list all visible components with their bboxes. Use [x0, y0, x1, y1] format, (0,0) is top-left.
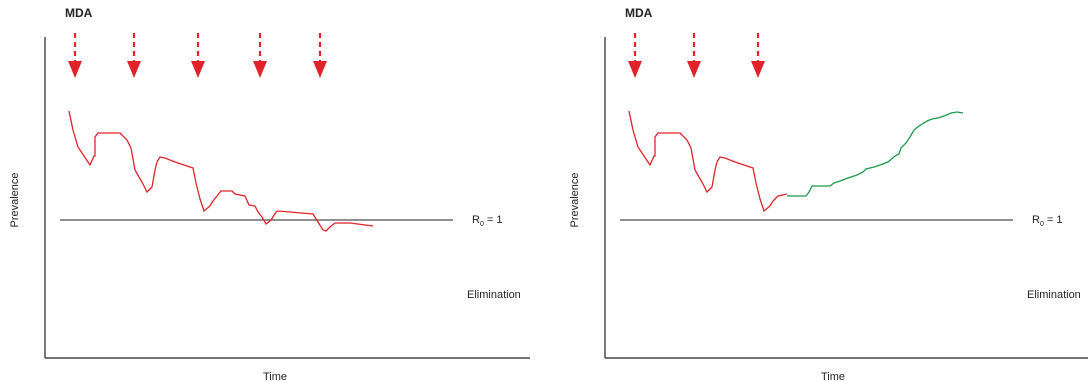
panel-left: MDA — [9, 6, 530, 383]
r0-label: R0 = 1 — [472, 214, 503, 228]
y-axis-label: Prevalence — [569, 172, 581, 227]
mda-arrow-head — [253, 61, 267, 78]
mda-arrow — [751, 33, 765, 78]
mda-arrow-head — [68, 61, 82, 78]
mda-arrow-head — [191, 61, 205, 78]
prevalence-curve-mda — [628, 110, 788, 213]
elimination-label: Elimination — [1027, 289, 1081, 301]
x-axis-label: Time — [821, 371, 845, 383]
y-axis-label: Prevalence — [9, 172, 21, 227]
mda-arrow-head — [628, 61, 642, 78]
x-axis-label: Time — [263, 371, 287, 383]
mda-arrow-head — [687, 61, 701, 78]
mda-arrow-head — [751, 61, 765, 78]
mda-arrow — [68, 33, 82, 78]
prevalence-curve — [68, 110, 374, 232]
mda-arrow — [687, 33, 701, 78]
mda-label-left: MDA — [65, 6, 93, 20]
prevalence-curve-rebound — [787, 111, 964, 197]
mda-arrow — [191, 33, 205, 78]
mda-label-right: MDA — [625, 6, 653, 20]
r0-label: R0 = 1 — [1032, 214, 1063, 228]
mda-arrow-head — [127, 61, 141, 78]
mda-arrow — [253, 33, 267, 78]
elimination-label: Elimination — [467, 289, 521, 301]
panel-right: MDA R0 = 1 — [569, 6, 1088, 383]
mda-arrow — [127, 33, 141, 78]
mda-arrow — [628, 33, 642, 78]
mda-arrow-head — [313, 61, 327, 78]
mda-arrow — [313, 33, 327, 78]
